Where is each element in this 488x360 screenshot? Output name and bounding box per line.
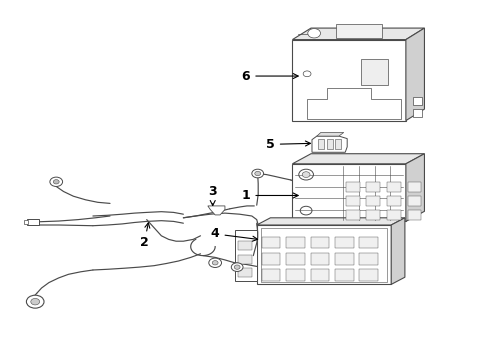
- Bar: [285, 269, 304, 281]
- Circle shape: [307, 28, 320, 38]
- Bar: [310, 269, 328, 281]
- Bar: [335, 139, 341, 149]
- Bar: [27, 219, 39, 225]
- Bar: [285, 237, 304, 248]
- Bar: [345, 210, 359, 220]
- Bar: [386, 182, 400, 192]
- Bar: [386, 196, 400, 206]
- Polygon shape: [292, 154, 424, 164]
- Bar: [317, 139, 323, 149]
- Bar: [238, 268, 251, 277]
- Text: 5: 5: [265, 138, 310, 151]
- Bar: [334, 237, 353, 248]
- Circle shape: [303, 71, 310, 77]
- Circle shape: [208, 258, 221, 267]
- Bar: [260, 228, 386, 282]
- Bar: [326, 139, 332, 149]
- Text: 1: 1: [241, 189, 298, 202]
- Bar: [292, 164, 405, 221]
- Text: 2: 2: [140, 223, 149, 249]
- Bar: [345, 182, 359, 192]
- Bar: [407, 210, 420, 220]
- Polygon shape: [311, 136, 346, 152]
- Circle shape: [212, 261, 218, 265]
- Circle shape: [300, 206, 311, 215]
- Circle shape: [302, 172, 309, 177]
- Bar: [285, 253, 304, 265]
- Bar: [292, 40, 405, 121]
- Bar: [234, 230, 256, 281]
- Bar: [310, 237, 328, 248]
- Bar: [412, 96, 421, 104]
- Bar: [261, 237, 280, 248]
- Text: 4: 4: [210, 228, 257, 241]
- Bar: [238, 255, 251, 264]
- Bar: [407, 196, 420, 206]
- Polygon shape: [292, 28, 424, 40]
- Bar: [359, 269, 377, 281]
- Bar: [407, 182, 420, 192]
- Polygon shape: [390, 218, 404, 284]
- Bar: [238, 241, 251, 250]
- Bar: [24, 220, 28, 224]
- Text: 6: 6: [241, 69, 298, 82]
- Bar: [386, 210, 400, 220]
- Bar: [261, 269, 280, 281]
- Bar: [335, 24, 382, 38]
- Bar: [412, 109, 421, 117]
- Circle shape: [251, 169, 263, 178]
- Bar: [345, 196, 359, 206]
- Circle shape: [254, 171, 260, 176]
- Polygon shape: [256, 218, 404, 225]
- Bar: [366, 182, 379, 192]
- Circle shape: [298, 169, 313, 180]
- Bar: [334, 253, 353, 265]
- Polygon shape: [316, 132, 343, 136]
- Circle shape: [53, 180, 59, 184]
- Circle shape: [231, 263, 243, 271]
- Circle shape: [31, 298, 40, 305]
- Polygon shape: [207, 206, 224, 215]
- Bar: [334, 269, 353, 281]
- Bar: [256, 225, 390, 284]
- Polygon shape: [405, 154, 424, 221]
- Circle shape: [26, 295, 44, 308]
- Circle shape: [50, 177, 62, 186]
- Bar: [359, 237, 377, 248]
- Polygon shape: [405, 28, 424, 121]
- Bar: [366, 196, 379, 206]
- Bar: [366, 210, 379, 220]
- Circle shape: [234, 265, 240, 269]
- Bar: [360, 59, 387, 85]
- Bar: [359, 253, 377, 265]
- Text: 3: 3: [208, 185, 217, 206]
- Bar: [261, 253, 280, 265]
- Bar: [310, 253, 328, 265]
